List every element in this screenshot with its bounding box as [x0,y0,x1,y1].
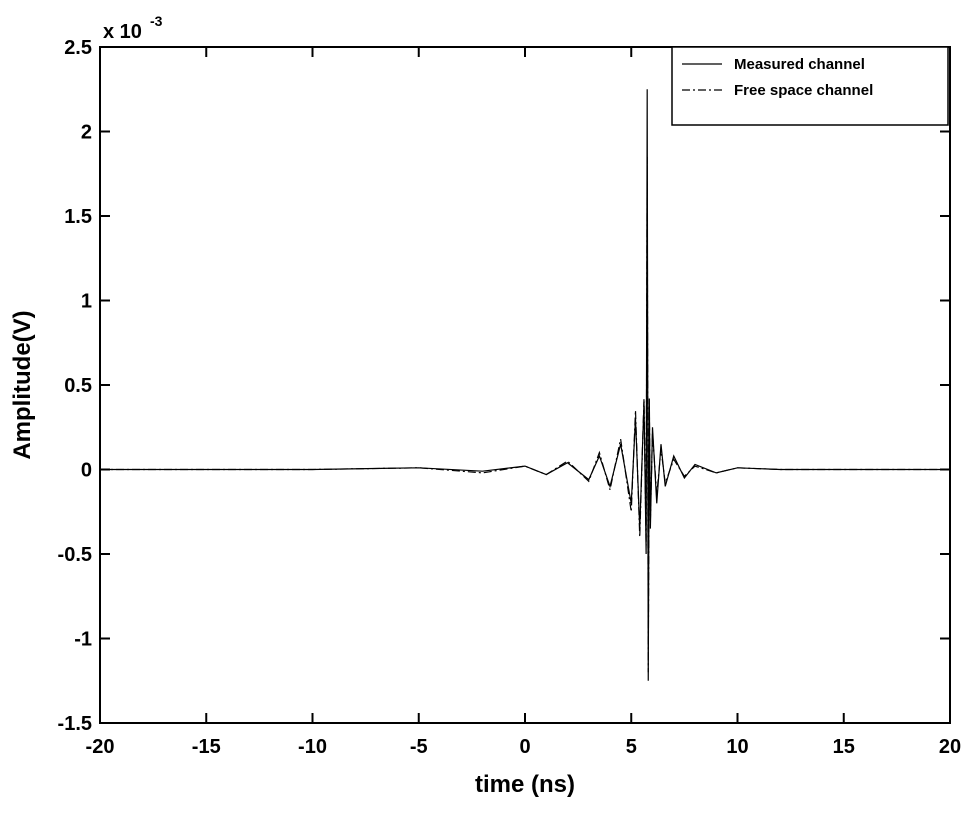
series-line [100,89,950,681]
y-tick-label: 0.5 [64,375,92,397]
x-tick-label: -5 [410,736,428,758]
legend-label: Measured channel [734,56,865,73]
x-tick-label: 20 [939,736,961,758]
y-tick-label: 2 [81,122,92,144]
y-multiplier-exponent: -3 [150,13,163,29]
x-tick-label: -10 [298,736,327,758]
y-tick-label: -1.5 [58,713,92,735]
y-tick-label: -1 [74,629,92,651]
y-tick-label: 1.5 [64,206,92,228]
plot-frame [99,46,951,724]
x-tick-label: 0 [519,736,530,758]
x-tick-label: 5 [626,736,637,758]
x-tick-label: -20 [86,736,115,758]
x-axis-label: time (ns) [475,771,575,798]
y-tick-label: 1 [81,291,92,313]
legend-label: Free space channel [734,82,873,99]
series-line [100,156,950,673]
x-tick-label: 10 [726,736,748,758]
y-tick-label: 0 [81,460,92,482]
legend-box [671,46,949,126]
x-tick-label: -15 [192,736,221,758]
y-tick-label: 2.5 [64,37,92,59]
y-multiplier: x 10 [103,21,142,43]
x-tick-label: 15 [833,736,855,758]
y-tick-label: -0.5 [58,544,92,566]
y-axis-label: Amplitude(V) [9,310,36,459]
